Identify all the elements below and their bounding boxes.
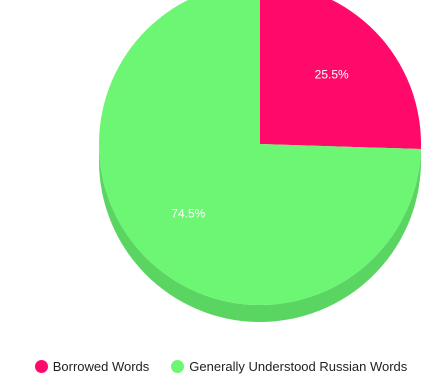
- legend-label-generally-understood-russian-words: Generally Understood Russian Words: [189, 359, 408, 374]
- pie-label-layer: 25.5% 74.5%: [171, 68, 349, 221]
- pie-top-layer: [99, 0, 421, 305]
- legend-item-generally-understood-russian-words[interactable]: Generally Understood Russian Words: [171, 359, 407, 374]
- pie-slice-generally-understood-russian-words[interactable]: [99, 0, 421, 305]
- legend-swatch-generally-understood-russian-words: [171, 360, 185, 373]
- pie-value-label-borrowed-words: 25.5%: [315, 68, 349, 82]
- legend-swatch-borrowed-words: [34, 360, 48, 373]
- pie-value-label-generally-understood-russian-words: 74.5%: [171, 206, 205, 220]
- legend: Borrowed Words Generally Understood Russ…: [0, 359, 442, 374]
- pie-slice-borrowed-words[interactable]: [260, 0, 421, 150]
- legend-label-borrowed-words: Borrowed Words: [52, 359, 150, 374]
- pie-depth-layer: [98, 144, 422, 323]
- legend-item-borrowed-words[interactable]: Borrowed Words: [34, 359, 150, 374]
